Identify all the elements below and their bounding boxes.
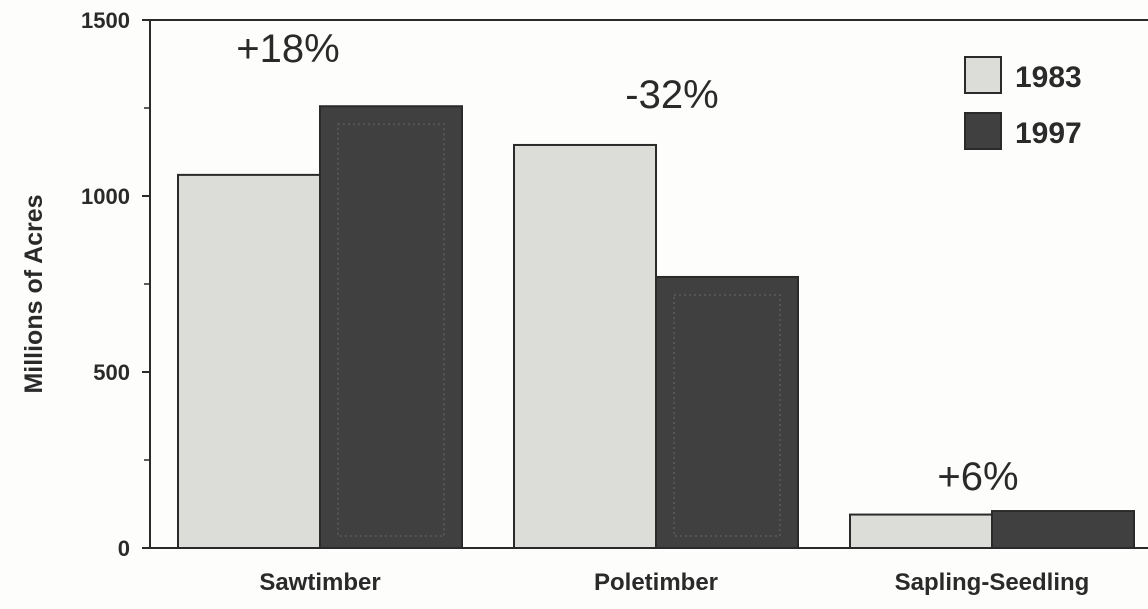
bar-sapling-seedling-1983 (849, 513, 993, 549)
percent-change-annotation: +18% (236, 27, 339, 71)
x-category-label: Poletimber (594, 569, 718, 596)
bar-poletimber-1983 (513, 143, 657, 550)
x-category-label: Sapling-Seedling (895, 569, 1090, 596)
percent-change-annotation: -32% (625, 73, 718, 117)
legend-label-1983: 1983 (1015, 61, 1082, 94)
y-tick-label: 1500 (81, 8, 130, 33)
bar-texture (337, 123, 445, 538)
bar-sawtimber-1997 (319, 105, 463, 550)
bar-sapling-seedling-1997 (991, 510, 1135, 550)
y-axis-title: Millions of Acres (20, 194, 48, 393)
legend-swatch-1983 (964, 56, 1002, 94)
bar-poletimber-1997 (655, 275, 799, 549)
y-tick-label: 1000 (81, 184, 130, 209)
y-tick-label: 500 (93, 360, 130, 385)
y-tick-label: 0 (118, 536, 130, 561)
legend-label-1997: 1997 (1015, 117, 1082, 150)
legend-swatch-1997 (964, 112, 1002, 150)
bar-texture (673, 293, 781, 537)
bar-sawtimber-1983 (177, 173, 321, 549)
percent-change-annotation: +6% (937, 455, 1018, 499)
x-category-label: Sawtimber (259, 569, 380, 596)
